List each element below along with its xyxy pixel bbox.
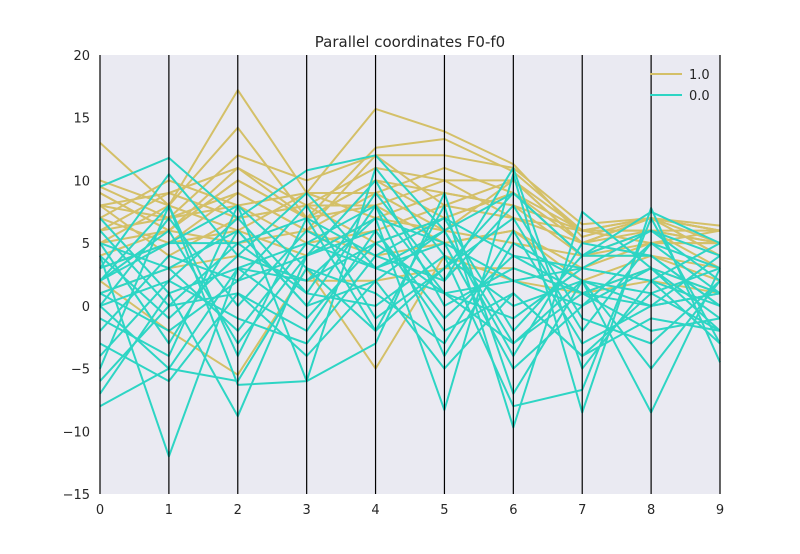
x-tick-label: 6 <box>509 503 517 518</box>
series-line <box>99 166 721 408</box>
series-line <box>99 229 721 370</box>
x-tick-label: 1 <box>165 503 173 518</box>
x-tick-label: 7 <box>578 503 586 518</box>
y-tick-label: 5 <box>82 237 90 252</box>
legend-label: 0.0 <box>689 89 710 104</box>
x-tick-label: 3 <box>303 503 311 518</box>
series-line <box>99 229 721 332</box>
x-tick-label: 9 <box>716 503 724 518</box>
chart-title: Parallel coordinates F0-f0 <box>314 33 506 51</box>
x-tick-label: 5 <box>440 503 448 518</box>
series-line <box>99 89 721 238</box>
series-line <box>99 154 721 257</box>
y-tick-label: 10 <box>73 174 90 189</box>
y-tick-label: 20 <box>73 49 90 64</box>
series-0.0 <box>99 154 721 458</box>
tick-labels: 0 1 2 3 4 5 6 7 8 9 20 15 10 5 0 −5 −10 −15 <box>63 49 725 518</box>
y-tick-label: 15 <box>73 112 90 127</box>
y-tick-label: −5 <box>71 363 90 378</box>
legend-label: 1.0 <box>689 68 710 83</box>
legend: 1.00.0 <box>650 68 710 104</box>
y-tick-label: −15 <box>63 488 90 503</box>
x-tick-label: 0 <box>96 503 104 518</box>
data-lines <box>99 89 721 458</box>
series-line <box>99 279 721 382</box>
x-tick-label: 4 <box>371 503 379 518</box>
y-tick-label: −10 <box>63 425 90 440</box>
series-line <box>99 242 721 307</box>
series-line <box>99 173 721 418</box>
x-tick-label: 8 <box>647 503 655 518</box>
series-line <box>99 192 721 357</box>
axis-lines <box>99 55 721 494</box>
x-tick-label: 2 <box>234 503 242 518</box>
y-tick-label: 0 <box>82 300 90 315</box>
